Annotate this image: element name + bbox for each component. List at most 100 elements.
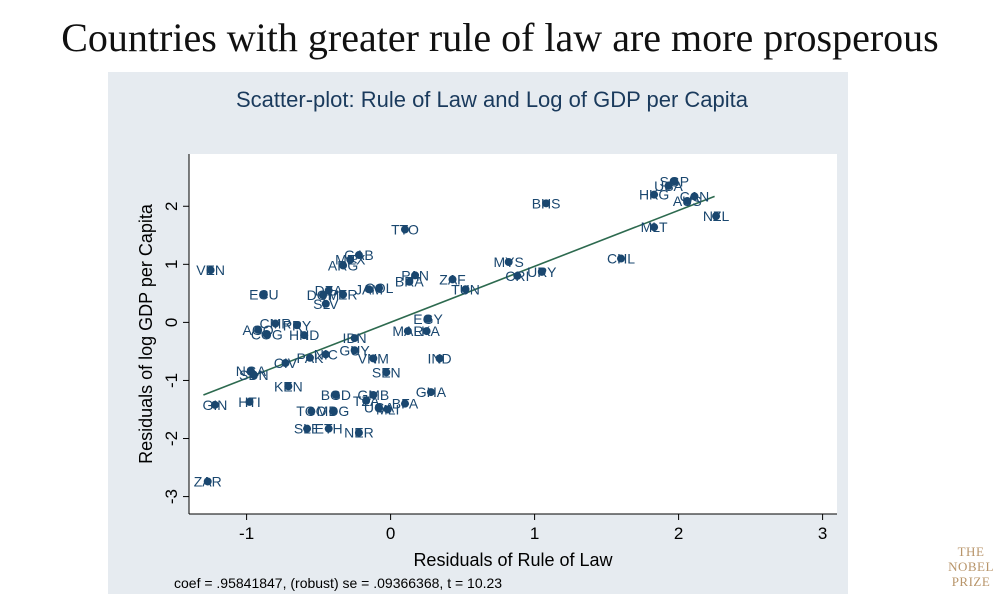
- point-label: URY: [527, 264, 557, 280]
- scatter-point-lka: LKA: [413, 323, 440, 339]
- point-label: TZA: [353, 393, 380, 409]
- scatter-point-guy: GUY: [339, 342, 370, 358]
- point-label: NER: [344, 425, 374, 441]
- scatter-point-ind: IND: [427, 350, 451, 366]
- scatter-point-hnd: HND: [289, 327, 319, 343]
- scatter-point-sle: SLE: [294, 421, 320, 437]
- point-label: BGD: [321, 387, 351, 403]
- scatter-point-ven: VEN: [196, 262, 225, 278]
- scatter-point-nic: NIC: [314, 346, 338, 362]
- point-label: GUY: [339, 342, 370, 358]
- point-label: MYS: [494, 254, 524, 270]
- point-marker: [448, 275, 457, 284]
- point-label: HTI: [238, 394, 261, 410]
- point-marker: [262, 330, 271, 339]
- point-label: TTO: [391, 221, 419, 237]
- point-marker: [362, 396, 371, 405]
- point-label: MAR: [392, 323, 423, 339]
- point-label: IND: [427, 350, 451, 366]
- point-label: MLT: [641, 219, 668, 235]
- scatter-point-egy: EGY: [413, 311, 443, 327]
- logo-line-1: THE: [957, 544, 985, 559]
- point-label: ZAR: [194, 473, 222, 489]
- scatter-point-civ: CIV: [274, 355, 298, 371]
- point-marker: [203, 477, 212, 486]
- scatter-point-usa: USA: [654, 178, 683, 194]
- x-tick-label: -1: [239, 524, 254, 543]
- point-marker: [712, 212, 721, 221]
- point-label: MDG: [317, 403, 350, 419]
- point-label: USA: [654, 178, 683, 194]
- point-marker: [293, 321, 301, 330]
- scatter-point-zar: ZAR: [194, 473, 222, 489]
- point-marker: [382, 368, 391, 377]
- point-marker: [375, 403, 384, 412]
- scatter-point-gha: GHA: [416, 384, 447, 400]
- scatter-point-cmr: CMR: [259, 316, 291, 332]
- x-tick-label: 3: [818, 524, 827, 543]
- scatter-point-ury: URY: [527, 264, 557, 280]
- point-marker: [331, 390, 340, 399]
- point-marker: [307, 407, 316, 416]
- scatter-point-cri: CRI: [505, 268, 529, 284]
- point-marker: [350, 346, 359, 355]
- point-label: GIN: [202, 397, 227, 413]
- point-marker: [303, 424, 312, 433]
- point-label: PER: [329, 287, 358, 303]
- point-marker: [245, 397, 254, 406]
- scatter-point-chl: CHL: [607, 251, 635, 267]
- point-marker: [254, 325, 263, 334]
- point-label: ETH: [315, 421, 343, 437]
- point-label: HND: [289, 327, 319, 343]
- point-label: SDN: [239, 367, 269, 383]
- point-marker: [284, 382, 293, 391]
- y-tick-label: 1: [162, 260, 181, 269]
- scatter-point-bra: BRA: [395, 274, 424, 290]
- point-label: TUN: [451, 281, 480, 297]
- point-label: NIC: [314, 346, 338, 362]
- point-marker: [542, 199, 551, 208]
- point-label: COL: [365, 280, 394, 296]
- point-marker: [401, 399, 409, 408]
- point-label: CHL: [607, 251, 635, 267]
- point-label: COG: [251, 327, 283, 343]
- x-tick-label: 1: [530, 524, 539, 543]
- point-label: SLE: [294, 421, 320, 437]
- point-marker: [300, 331, 309, 340]
- scatter-point-pak: PAK: [296, 350, 324, 366]
- point-marker: [617, 254, 625, 263]
- chart-title: Scatter-plot: Rule of Law and Log of GDP…: [236, 87, 749, 112]
- point-marker: [321, 350, 330, 359]
- regression-note: coef = .95841847, (robust) se = .0936636…: [174, 575, 502, 591]
- point-marker: [369, 390, 378, 399]
- point-marker: [324, 424, 333, 433]
- logo-line-2: NOBEL: [948, 559, 994, 574]
- scatter-point-sdn: SDN: [239, 367, 269, 383]
- point-marker: [365, 285, 373, 294]
- point-marker: [281, 359, 290, 368]
- point-marker: [318, 291, 327, 300]
- scatter-point-tgo: TGO: [296, 403, 326, 419]
- scatter-point-per: PER: [329, 287, 358, 303]
- scatter-point-mys: MYS: [494, 254, 524, 270]
- point-marker: [346, 255, 355, 264]
- point-marker: [206, 266, 215, 275]
- point-marker: [321, 299, 330, 308]
- point-label: HKG: [639, 187, 669, 203]
- y-tick-label: 2: [162, 202, 181, 211]
- x-tick-label: 0: [386, 524, 395, 543]
- plot-area: [189, 154, 837, 514]
- logo-line-3: PRIZE: [951, 574, 991, 589]
- scatter-point-hti: HTI: [238, 394, 261, 410]
- point-label: ECU: [249, 287, 279, 303]
- point-marker: [403, 327, 412, 336]
- point-marker: [249, 371, 258, 380]
- scatter-point-dom: DOM: [307, 287, 340, 303]
- point-marker: [354, 428, 363, 437]
- y-tick-label: 0: [162, 318, 181, 327]
- point-label: TGO: [296, 403, 326, 419]
- point-marker: [401, 225, 409, 234]
- point-marker: [324, 286, 333, 295]
- point-label: CMR: [259, 316, 291, 332]
- point-marker: [339, 261, 348, 270]
